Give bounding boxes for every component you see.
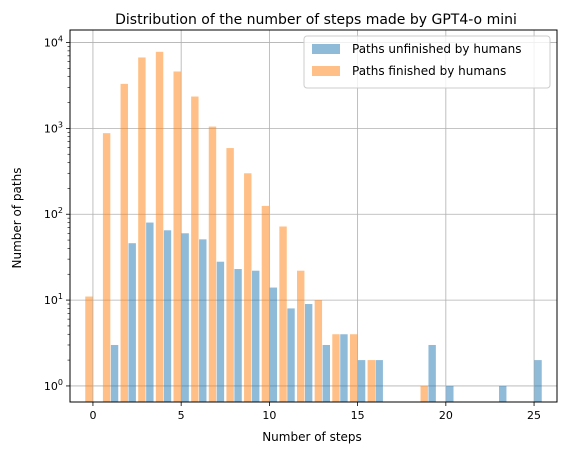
bar-unfinished [146, 222, 154, 402]
bar-unfinished [322, 344, 330, 402]
bar-finished [155, 51, 164, 403]
x-axis-ticks: 0 5 10 15 20 25 [89, 402, 541, 422]
bar-finished [102, 133, 111, 402]
bar-finished [420, 385, 428, 402]
bar-finished [226, 148, 234, 402]
x-tick-label: 5 [178, 409, 185, 422]
y-tick-label: 104 [44, 35, 63, 50]
bar-unfinished [128, 243, 136, 402]
x-axis-label: Number of steps [262, 430, 362, 444]
bar-unfinished [163, 230, 172, 402]
legend-swatch-finished [312, 66, 340, 76]
y-axis-label: Number of paths [10, 168, 24, 269]
bar-unfinished [269, 287, 278, 402]
y-axis-ticks: 100 101 102 103 104 [44, 35, 70, 393]
x-tick-label: 25 [527, 409, 541, 422]
bar-finished [349, 334, 358, 402]
bar-finished [297, 270, 305, 402]
y-tick-label: 102 [44, 206, 63, 221]
bar-finished [191, 96, 199, 403]
bar-finished [120, 83, 128, 402]
bar-unfinished [499, 385, 507, 402]
bar-unfinished [375, 360, 383, 402]
bar-unfinished [234, 269, 242, 402]
bar-unfinished [287, 308, 295, 402]
bar-finished [314, 300, 323, 402]
bar-unfinished [428, 344, 436, 402]
plot-frame [69, 29, 558, 403]
bar-unfinished [216, 261, 225, 402]
legend-label-unfinished: Paths unfinished by humans [352, 42, 521, 56]
bar-finished [279, 226, 287, 402]
bars [85, 51, 542, 403]
bar-finished [173, 71, 181, 402]
bar-unfinished [534, 360, 542, 402]
bar-unfinished [340, 334, 348, 402]
x-tick-label: 0 [89, 409, 96, 422]
bar-unfinished [357, 360, 366, 402]
x-tick-label: 15 [351, 409, 365, 422]
bar-unfinished [252, 270, 260, 402]
bar-unfinished [304, 304, 313, 402]
y-tick-label: 100 [44, 378, 63, 393]
bar-finished [138, 57, 146, 402]
bar-finished [261, 205, 270, 402]
legend: Paths unfinished by humans Paths finishe… [303, 35, 551, 89]
x-tick-label: 10 [262, 409, 276, 422]
bar-unfinished [446, 385, 454, 402]
legend-label-finished: Paths finished by humans [352, 64, 506, 78]
legend-swatch-unfinished [312, 44, 340, 54]
bar-unfinished [181, 233, 189, 402]
chart-title: Distribution of the number of steps made… [115, 12, 517, 28]
bar-finished [208, 126, 217, 402]
bar-unfinished [199, 239, 207, 402]
x-tick-label: 20 [439, 409, 453, 422]
bar-finished [85, 296, 93, 402]
bar-finished [367, 360, 375, 402]
bar-finished [332, 334, 340, 402]
bar-unfinished [110, 344, 119, 402]
y-tick-label: 103 [44, 120, 63, 135]
legend-box [303, 35, 551, 89]
bar-finished [244, 173, 252, 402]
y-tick-label: 101 [44, 292, 63, 307]
